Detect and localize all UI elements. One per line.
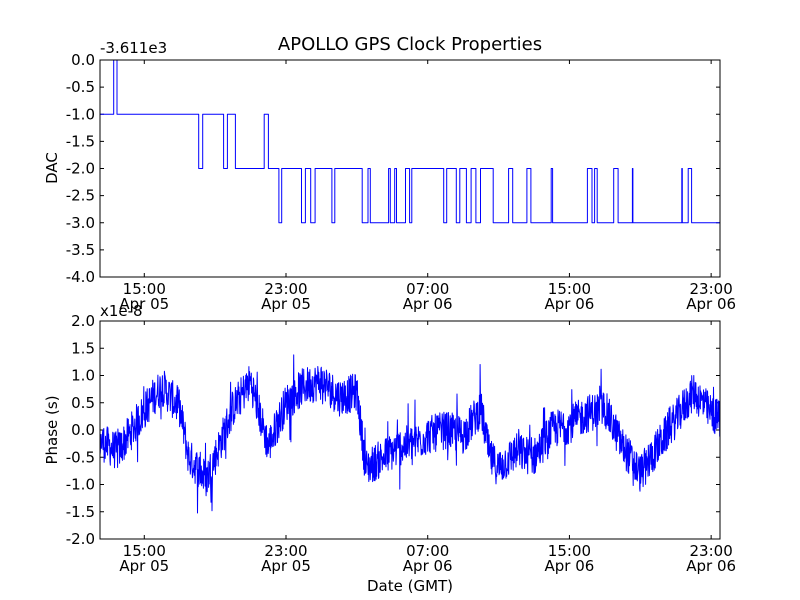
phase-series-line bbox=[99, 354, 721, 514]
dac-ytick-label: -1.0 bbox=[66, 105, 95, 123]
dac-ytick-label: -3.0 bbox=[66, 214, 95, 232]
phase-ytick-label: -1.5 bbox=[66, 503, 95, 521]
dac-xtick-date: Apr 06 bbox=[686, 295, 736, 313]
dac-ytick-label: -2.5 bbox=[66, 187, 95, 205]
phase-xtick-date: Apr 06 bbox=[545, 557, 595, 575]
phase-xtick-time: 23:00 bbox=[690, 542, 733, 560]
phase-panel: x1e-8 Phase (s) 2.0 1.5 1.0 0.5 0.0 -0.5 -1.0 -… bbox=[43, 302, 736, 575]
dac-panel: -3.611e3 DAC 0.0 -0.5 -1.0 -1.5 -2.0 -2.5 -3.0… bbox=[43, 39, 736, 313]
dac-ytick-label: -0.5 bbox=[66, 78, 95, 96]
phase-ylabel: Phase (s) bbox=[43, 395, 61, 464]
dac-plot-frame bbox=[99, 59, 721, 278]
phase-ytick-label: -2.0 bbox=[66, 530, 95, 548]
dac-xtick-date: Apr 06 bbox=[545, 295, 595, 313]
phase-ytick-label: -1.0 bbox=[66, 476, 95, 494]
phase-ytick-label: -0.5 bbox=[66, 448, 95, 466]
dac-xtick-time: 23:00 bbox=[264, 280, 307, 298]
dac-xtick-time: 15:00 bbox=[548, 280, 591, 298]
dac-xtick-date: Apr 05 bbox=[261, 295, 311, 313]
dac-xtick-date: Apr 06 bbox=[403, 295, 453, 313]
phase-ytick-label: 0.5 bbox=[71, 394, 95, 412]
phase-ytick-label: 0.0 bbox=[71, 421, 95, 439]
phase-yticks: 2.0 1.5 1.0 0.5 0.0 -0.5 -1.0 -1.5 -2.0 bbox=[66, 312, 720, 548]
phase-ytick-label: 1.5 bbox=[71, 339, 95, 357]
phase-xtick-time: 15:00 bbox=[123, 542, 166, 560]
dac-xtick-date: Apr 05 bbox=[119, 295, 169, 313]
dac-series-line bbox=[100, 59, 720, 224]
dac-yticks: 0.0 -0.5 -1.0 -1.5 -2.0 -2.5 -3.0 -3.5 -4.0 bbox=[66, 51, 720, 286]
dac-xtick-time: 23:00 bbox=[690, 280, 733, 298]
phase-ytick-label: 1.0 bbox=[71, 367, 95, 385]
dac-ytick-label: 0.0 bbox=[71, 51, 95, 69]
phase-xtick-time: 23:00 bbox=[264, 542, 307, 560]
phase-ytick-label: 2.0 bbox=[71, 312, 95, 330]
phase-plot-frame bbox=[99, 320, 721, 540]
phase-offset-text: x1e-8 bbox=[100, 302, 143, 320]
phase-xtick-date: Apr 06 bbox=[686, 557, 736, 575]
dac-xtick-time: 15:00 bbox=[123, 280, 166, 298]
dac-ytick-label: -3.5 bbox=[66, 241, 95, 259]
phase-xtick-date: Apr 05 bbox=[119, 557, 169, 575]
dac-xtick-time: 07:00 bbox=[406, 280, 449, 298]
dac-ylabel: DAC bbox=[43, 152, 61, 184]
chart-title: APOLLO GPS Clock Properties bbox=[278, 34, 542, 55]
phase-xtick-time: 15:00 bbox=[548, 542, 591, 560]
dac-ytick-label: -2.0 bbox=[66, 160, 95, 178]
dac-offset-text: -3.611e3 bbox=[100, 39, 167, 57]
phase-xtick-date: Apr 06 bbox=[403, 557, 453, 575]
x-axis-label: Date (GMT) bbox=[367, 577, 453, 595]
dac-ytick-label: -4.0 bbox=[66, 268, 95, 286]
dac-ytick-label: -1.5 bbox=[66, 132, 95, 150]
phase-xtick-date: Apr 05 bbox=[261, 557, 311, 575]
phase-xtick-time: 07:00 bbox=[406, 542, 449, 560]
